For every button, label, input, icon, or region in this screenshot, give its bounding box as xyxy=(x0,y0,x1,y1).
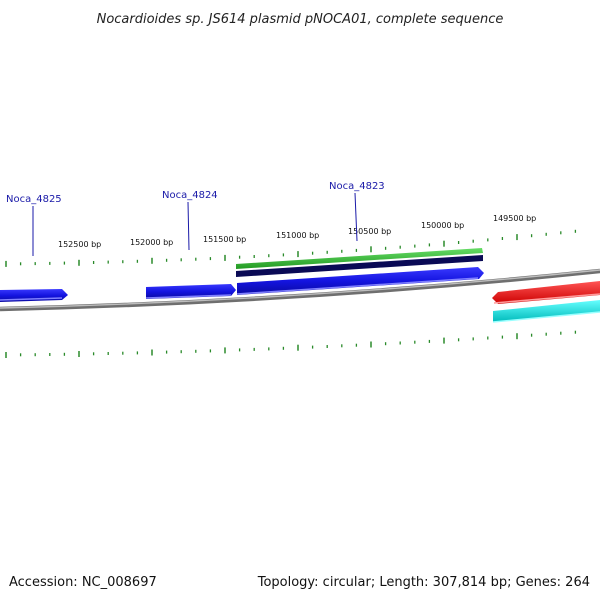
gene-leader-line xyxy=(354,192,358,242)
gene-feature-noca-4823[interactable] xyxy=(236,248,484,295)
gene-label-noca-4823[interactable]: Noca_4823 xyxy=(329,181,385,242)
tick-label: 149500 bp xyxy=(493,214,536,223)
gene-bar-navy[interactable] xyxy=(236,255,483,277)
gene-arrow-red-shadow xyxy=(493,293,600,304)
gene-feature-noca-4825[interactable] xyxy=(0,289,68,302)
map-title: Nocardioides sp. JS614 plasmid pNOCA01, … xyxy=(97,12,504,27)
gene-label-text[interactable]: Noca_4823 xyxy=(329,181,385,192)
topology-summary: Topology: circular; Length: 307,814 bp; … xyxy=(257,575,590,590)
gene-feature-noca-4824[interactable] xyxy=(145,284,236,299)
scale-ticks-bottom xyxy=(5,330,577,358)
gene-arrow[interactable] xyxy=(237,267,484,295)
gene-feature-cyan[interactable] xyxy=(492,300,600,323)
gene-bar-cyan[interactable] xyxy=(493,300,600,322)
tick-label: 151500 bp xyxy=(203,235,246,244)
tick-label: 151000 bp xyxy=(276,231,319,240)
accession-text: Accession: NC_008697 xyxy=(9,575,157,590)
gene-arrow-shadow xyxy=(0,297,63,301)
gene-bar-green[interactable] xyxy=(236,248,483,269)
gene-label-noca-4824[interactable]: Noca_4824 xyxy=(162,190,218,251)
tick-label: 150500 bp xyxy=(348,227,391,236)
gene-bar-cyan-shadow xyxy=(492,311,600,323)
tick-label: 152000 bp xyxy=(130,238,173,247)
tick-label: 152500 bp xyxy=(58,240,101,249)
gene-leader-line xyxy=(187,201,190,251)
backbone-arc xyxy=(0,268,600,312)
gene-label-text[interactable]: Noca_4825 xyxy=(6,194,62,205)
backbone-highlight xyxy=(0,269,600,309)
gene-feature-reverse-red[interactable] xyxy=(492,281,600,304)
gene-label-text[interactable]: Noca_4824 xyxy=(162,190,218,201)
gene-arrow-red[interactable] xyxy=(492,281,600,304)
gene-arrow-shadow xyxy=(236,277,479,295)
gene-label-noca-4825[interactable]: Noca_4825 xyxy=(6,194,62,256)
scale-ticks-top xyxy=(5,229,577,267)
tick-label: 150000 bp xyxy=(421,221,464,230)
scale-labels: 152500 bp 152000 bp 151500 bp 151000 bp … xyxy=(58,214,536,249)
gene-arrow-shadow xyxy=(145,294,232,299)
